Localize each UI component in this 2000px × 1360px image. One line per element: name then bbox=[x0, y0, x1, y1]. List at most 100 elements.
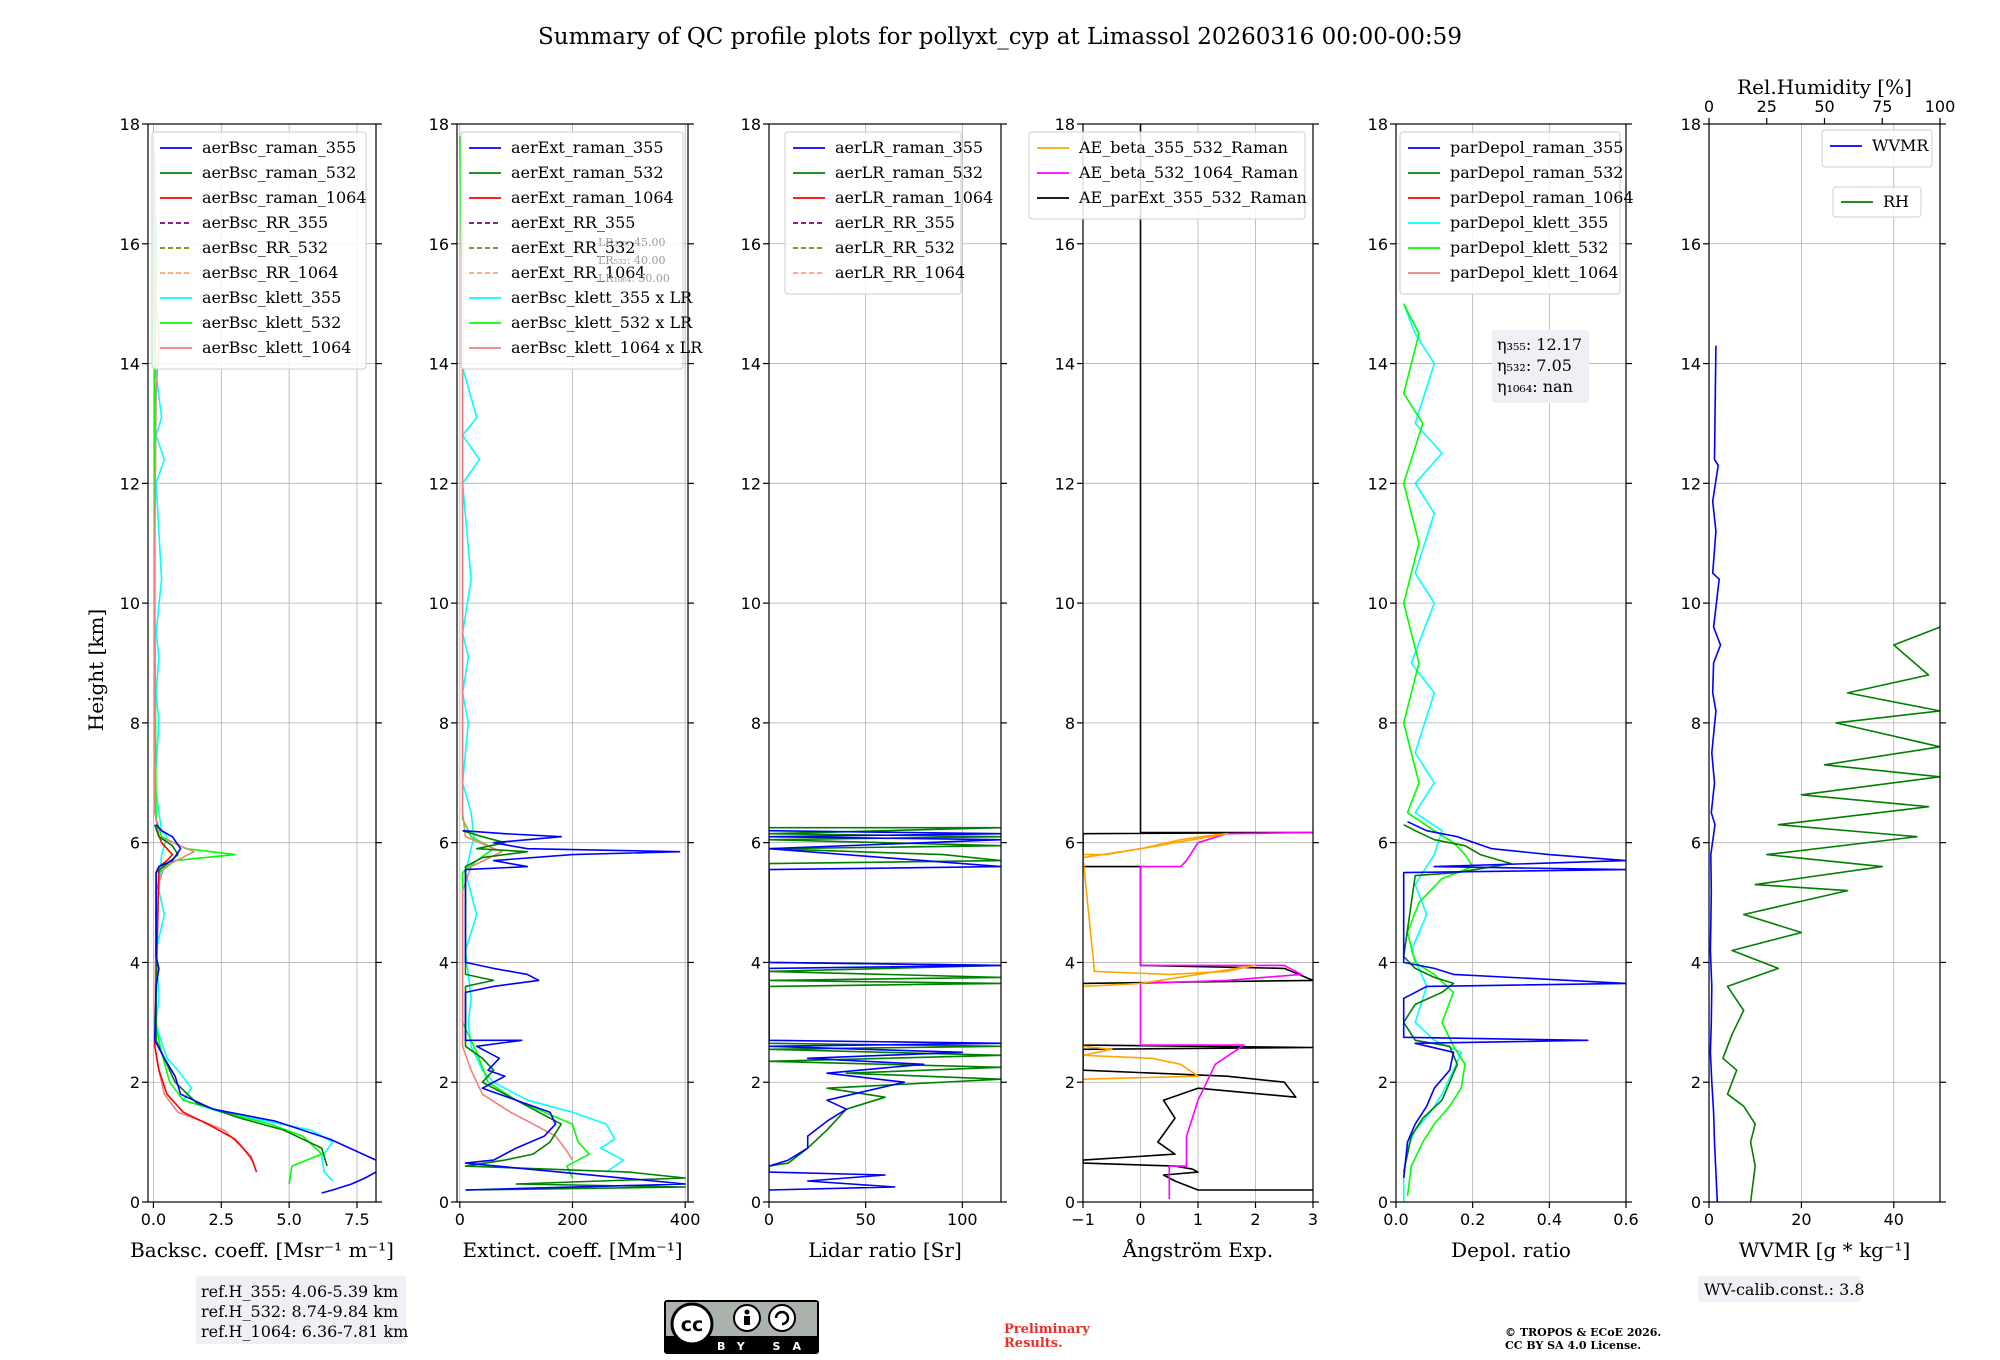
legend-label: parDepol_raman_532 bbox=[1450, 163, 1623, 182]
y-tick-label: 12 bbox=[1681, 474, 1701, 493]
y-tick-label: 18 bbox=[429, 115, 449, 134]
legend-label: aerExt_raman_1064 bbox=[511, 188, 674, 207]
series-WVMR bbox=[1709, 345, 1722, 1202]
eta-355: η₃₅₅: 12.17 bbox=[1497, 335, 1582, 354]
legend-label: aerExt_RR_355 bbox=[511, 213, 635, 232]
y-tick-label: 16 bbox=[429, 235, 449, 254]
legend-label: aerExt_RR_1064 bbox=[511, 263, 646, 282]
legend: parDepol_raman_355 parDepol_raman_532 parD… bbox=[1399, 131, 1634, 295]
y-tick-label: 12 bbox=[1055, 474, 1075, 493]
legend-label: aerLR_raman_355 bbox=[835, 138, 983, 157]
wv-calib-box: WV-calib.const.: 3.8 bbox=[1698, 1276, 1865, 1302]
y-tick-label: 12 bbox=[429, 474, 449, 493]
x-axis-label: Lidar ratio [Sr] bbox=[808, 1238, 962, 1262]
y-tick-label: 10 bbox=[1055, 594, 1075, 613]
x-axis-label: Backsc. coeff. [Msr⁻¹ m⁻¹] bbox=[130, 1238, 394, 1262]
series-group bbox=[152, 135, 376, 1194]
y-tick-label: 0 bbox=[1378, 1193, 1388, 1212]
x-tick-label: 200 bbox=[557, 1210, 588, 1229]
legend-label: aerLR_RR_355 bbox=[835, 213, 955, 232]
series-AE_beta_355_532_Raman bbox=[1083, 832, 1257, 1080]
y-tick-label: 10 bbox=[1681, 594, 1701, 613]
panel-bsc: 0 2 4 6 8 10 12 14 16 18 0.0 2.5 5.0 7.5 Backsc. coeff… bbox=[120, 115, 394, 1262]
legend-label: aerBsc_RR_1064 bbox=[202, 263, 338, 282]
cc-by-sa-label: BY SA bbox=[717, 1340, 813, 1353]
x2-tick-label: 100 bbox=[1925, 97, 1956, 116]
legend-label: AE_beta_355_532_Raman bbox=[1078, 138, 1288, 157]
x-tick-label: 0 bbox=[1704, 1210, 1714, 1229]
y-tick-label: 0 bbox=[1065, 1193, 1075, 1212]
legend-label: parDepol_klett_1064 bbox=[1450, 263, 1619, 282]
y-tick-label: 14 bbox=[1681, 355, 1701, 374]
y-tick-label: 8 bbox=[130, 714, 140, 733]
legend-label: aerBsc_raman_1064 bbox=[202, 188, 367, 207]
y-tick-label: 18 bbox=[120, 115, 140, 134]
legend-label: AE_parExt_355_532_Raman bbox=[1078, 188, 1307, 207]
x-tick-label: 0.6 bbox=[1613, 1210, 1638, 1229]
series-aerExt_raman_355 bbox=[462, 829, 687, 1191]
y-tick-label: 2 bbox=[1065, 1073, 1075, 1092]
x-tick-label: 0 bbox=[1135, 1210, 1145, 1229]
series-aerLR_raman_355 bbox=[769, 829, 1001, 1191]
ref-height-box: ref.H_355: 4.06-5.39 km ref.H_532: 8.74-… bbox=[196, 1276, 408, 1344]
x2-tick-label: 50 bbox=[1814, 97, 1834, 116]
wv-calib-constant: WV-calib.const.: 3.8 bbox=[1704, 1280, 1865, 1299]
legend-label: parDepol_klett_355 bbox=[1450, 213, 1608, 232]
legend: AE_beta_355_532_Raman AE_beta_532_1064_Ra… bbox=[1028, 131, 1307, 220]
lr-355-label: LR₃₅₅: 45.00 bbox=[598, 236, 666, 249]
series-group bbox=[769, 826, 1001, 1191]
y-tick-label: 6 bbox=[439, 834, 449, 853]
x-tick-label: 0.2 bbox=[1460, 1210, 1485, 1229]
cc-text: cc bbox=[681, 1314, 704, 1336]
legend-label: parDepol_raman_1064 bbox=[1450, 188, 1634, 207]
y-tick-label: 12 bbox=[120, 474, 140, 493]
legend-label: aerBsc_raman_355 bbox=[202, 138, 356, 157]
x-axis-label: Extinct. coeff. [Mm⁻¹] bbox=[462, 1238, 682, 1262]
legend-label: aerLR_raman_1064 bbox=[835, 188, 993, 207]
copyright-line2: CC BY SA 4.0 License. bbox=[1505, 1339, 1641, 1352]
legend: WVMR RH bbox=[1821, 129, 1933, 218]
y-tick-label: 4 bbox=[439, 953, 449, 972]
x-tick-label: 0 bbox=[455, 1210, 465, 1229]
x2-tick-label: 25 bbox=[1757, 97, 1777, 116]
series-RH bbox=[1722, 626, 1940, 1202]
copyright-line1: © TROPOS & ECoE 2026. bbox=[1505, 1326, 1661, 1339]
legend-label: aerBsc_RR_355 bbox=[202, 213, 328, 232]
preliminary-line1: Preliminary bbox=[1004, 1322, 1090, 1337]
x-tick-label: 0.0 bbox=[1383, 1210, 1408, 1229]
legend-label: aerBsc_klett_355 x LR bbox=[511, 288, 693, 307]
legend-label: aerBsc_raman_532 bbox=[202, 163, 356, 182]
y-tick-label: 0 bbox=[1691, 1193, 1701, 1212]
legend-label: aerExt_RR_532 bbox=[511, 238, 635, 257]
series-aerBsc_raman_1064 bbox=[154, 824, 258, 1173]
legend: aerLR_raman_355 aerLR_raman_532 aerLR_rama… bbox=[784, 131, 993, 295]
series-aerLR_raman_532 bbox=[769, 826, 1001, 1167]
figure-title: Summary of QC profile plots for pollyxt_… bbox=[538, 24, 1462, 50]
legend-label: parDepol_klett_532 bbox=[1450, 238, 1608, 257]
y-tick-label: 4 bbox=[1065, 953, 1075, 972]
axes-frame bbox=[1395, 123, 1627, 1203]
x-axis-label: Depol. ratio bbox=[1451, 1238, 1571, 1262]
x-tick-label: 0.4 bbox=[1537, 1210, 1562, 1229]
legend-label: aerExt_raman_355 bbox=[511, 138, 664, 157]
y-tick-label: 6 bbox=[130, 834, 140, 853]
y-tick-label: 6 bbox=[1065, 834, 1075, 853]
series-klett_1064_x_LR bbox=[461, 153, 574, 1161]
y-tick-label: 16 bbox=[1368, 235, 1388, 254]
y-tick-label: 2 bbox=[439, 1073, 449, 1092]
y-tick-label: 16 bbox=[741, 235, 761, 254]
x-axis-label: Ångström Exp. bbox=[1122, 1237, 1273, 1262]
series-aerBsc_raman_355 bbox=[154, 824, 376, 1161]
lr-1064-label: LR₁₀₆₄: 50.00 bbox=[598, 272, 670, 285]
y-tick-label: 6 bbox=[751, 834, 761, 853]
legend-label: parDepol_raman_355 bbox=[1450, 138, 1623, 157]
panel-ext: 0 2 4 6 8 10 12 14 16 18 0 200 400 Extinct. coeff. [M… bbox=[429, 115, 704, 1262]
ref-height-1064: ref.H_1064: 6.36-7.81 km bbox=[201, 1322, 408, 1341]
y-tick-label: 10 bbox=[741, 594, 761, 613]
eta-box: η₃₅₅: 12.17 η₅₃₂: 7.05 η₁₀₆₄: nan bbox=[1492, 330, 1589, 403]
x2-tick-label: 75 bbox=[1872, 97, 1892, 116]
y-axis-label: Height [km] bbox=[84, 609, 108, 731]
y-tick-label: 4 bbox=[751, 953, 761, 972]
